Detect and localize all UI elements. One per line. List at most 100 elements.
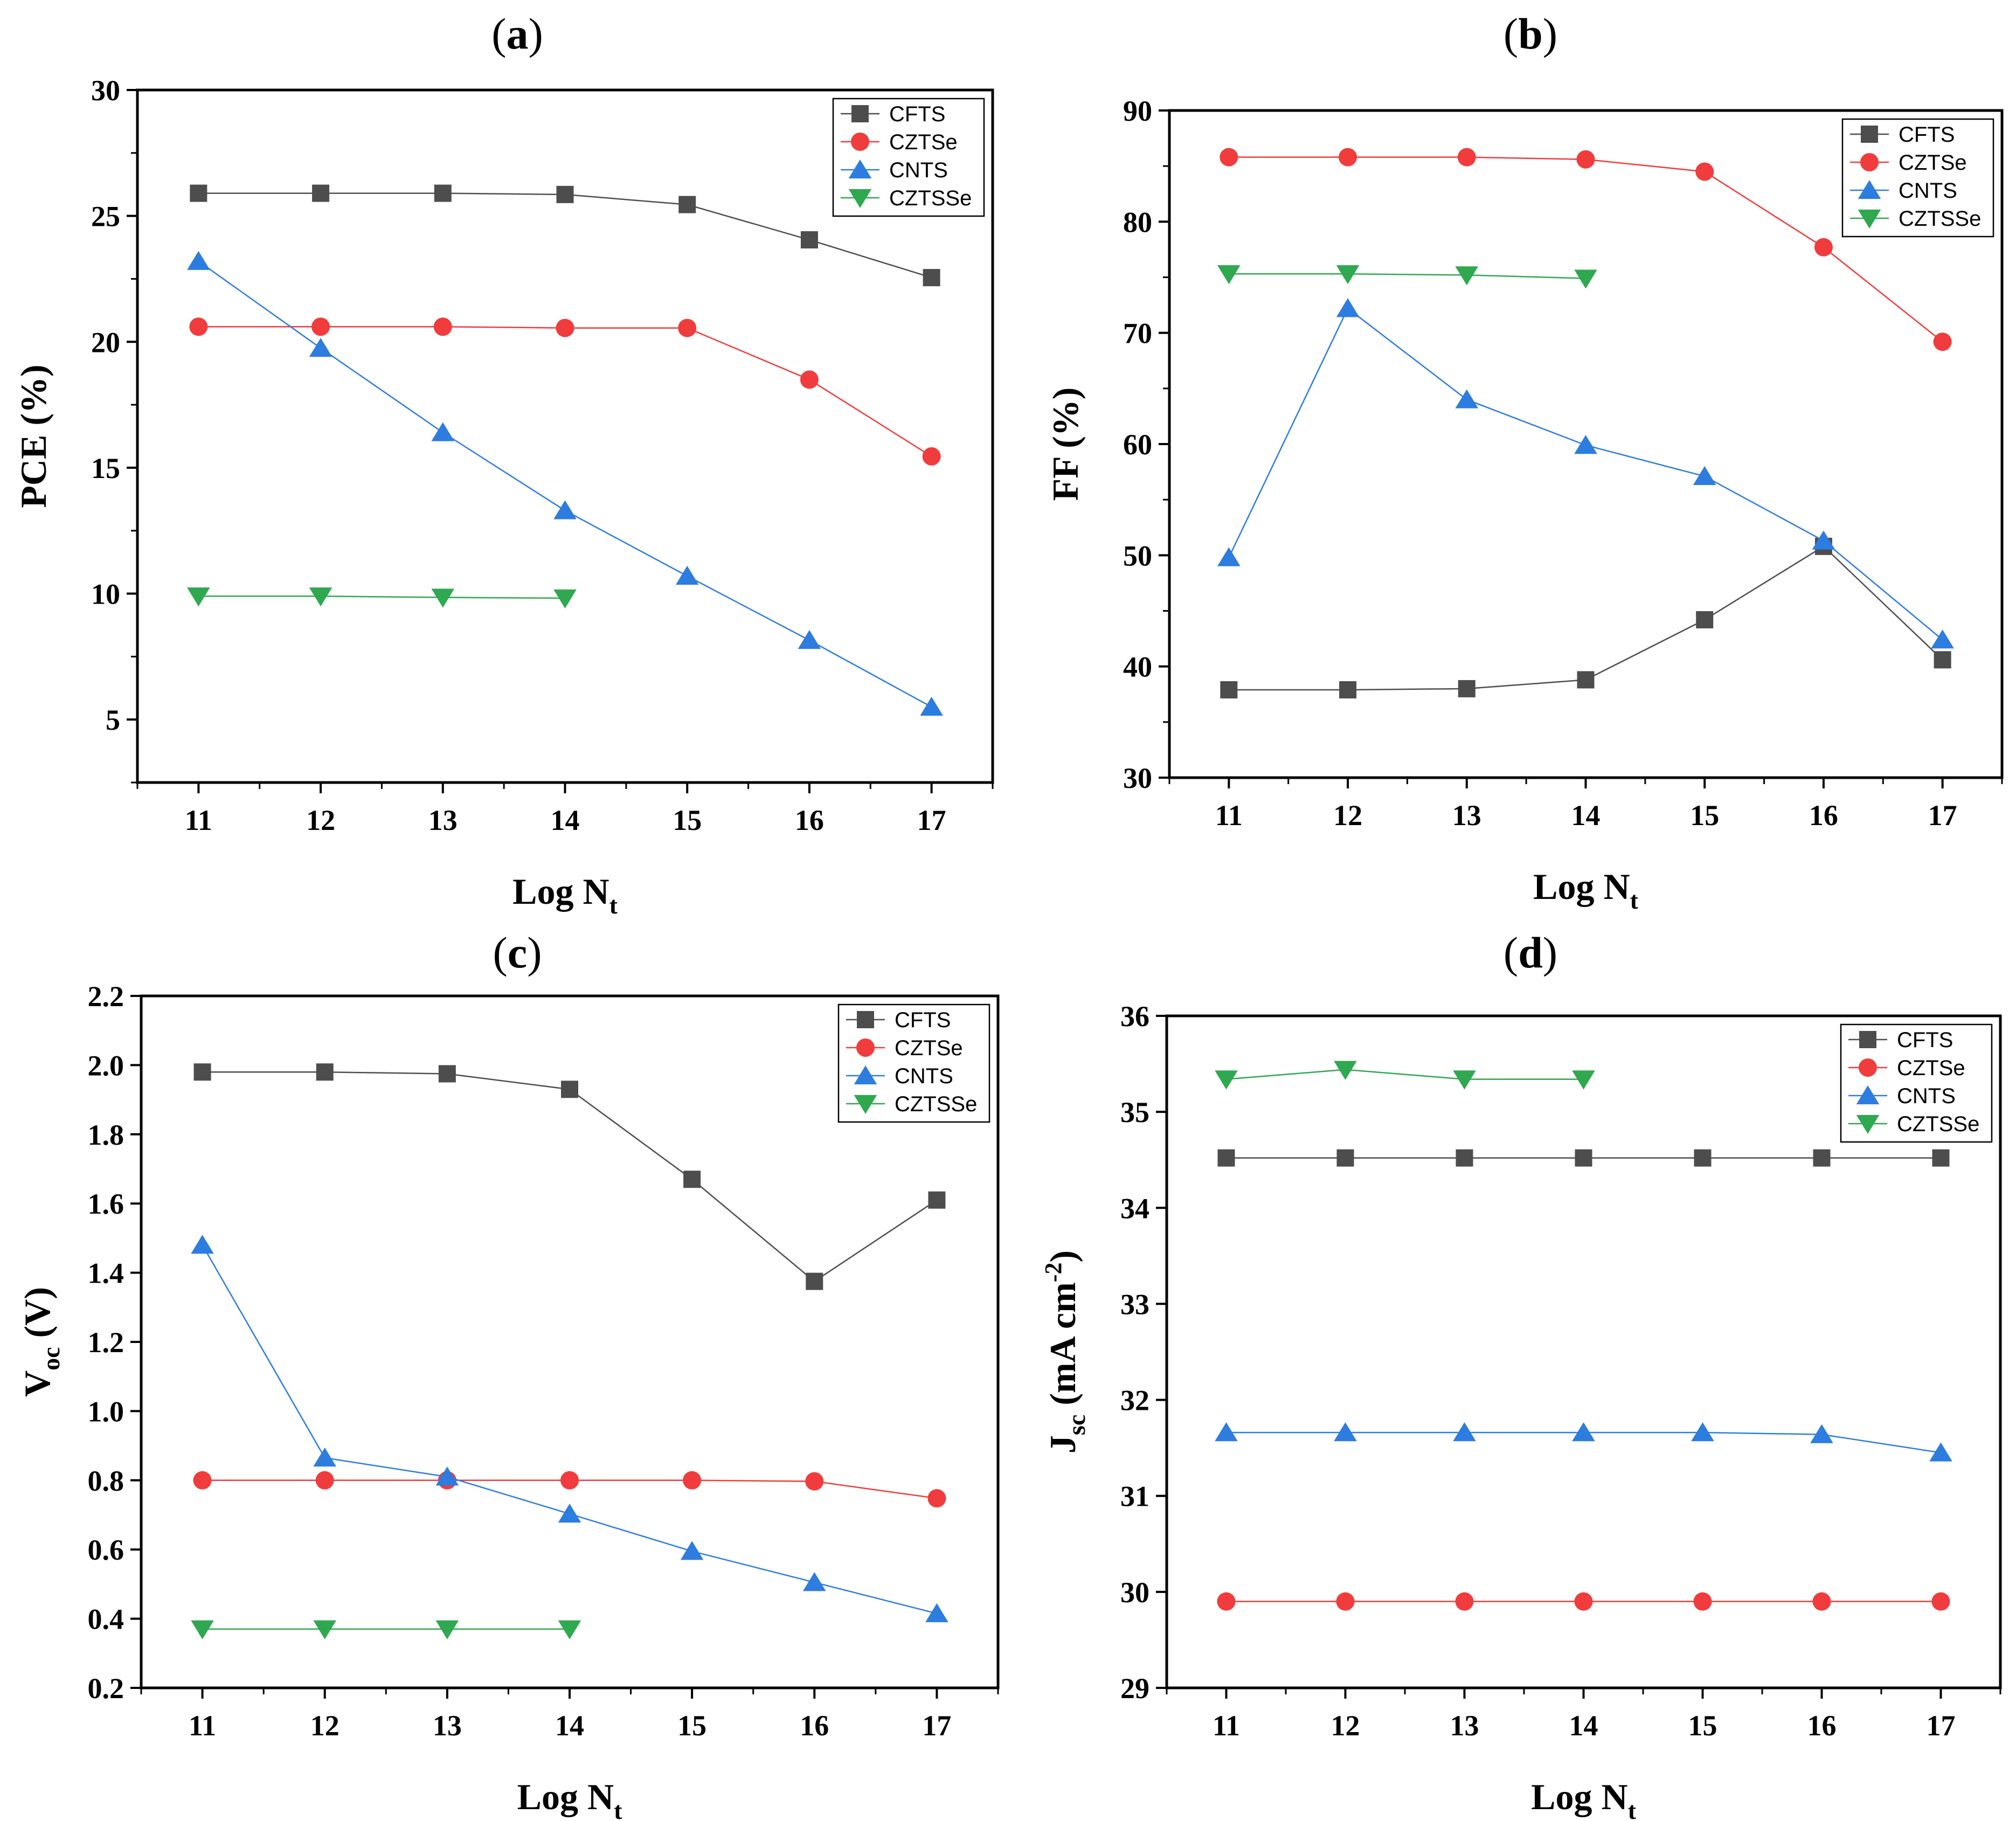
data-point [798, 629, 821, 649]
series-line [1229, 156, 1943, 343]
series-cfts [1220, 537, 1951, 698]
x-tick-label: 11 [189, 1709, 216, 1742]
x-axis-title: Log Nt [512, 871, 618, 919]
x-tick-label: 14 [1569, 1709, 1598, 1742]
data-point [193, 1063, 211, 1081]
series-line [198, 595, 565, 599]
x-tick-label: 14 [555, 1709, 584, 1742]
series-cfts [190, 184, 940, 287]
x-tick-label: 11 [1213, 1709, 1240, 1742]
y-tick-label: 30 [1120, 1576, 1149, 1609]
legend: CFTS CZTSe CNTS CZTSSe [837, 1003, 990, 1123]
data-point [1932, 1149, 1950, 1167]
data-point [1336, 265, 1360, 285]
x-tick-label: 15 [1690, 799, 1719, 832]
data-point [806, 1272, 823, 1290]
data-point [311, 317, 330, 336]
y-axis-title: Voc (V) [17, 1287, 65, 1397]
data-point [1456, 1149, 1473, 1167]
data-point [678, 318, 697, 337]
data-point [309, 337, 332, 357]
x-tick-label: 12 [310, 1709, 340, 1742]
y-tick-label: 30 [1123, 762, 1152, 794]
y-tick-label: 5 [106, 704, 120, 736]
series-cfts [193, 1063, 946, 1290]
data-point [189, 317, 208, 336]
x-tick-label: 12 [1331, 1709, 1360, 1742]
legend: CFTS CZTSe CNTS CZTSSe [1841, 118, 1994, 238]
x-tick-label: 13 [428, 804, 458, 836]
y-tick-label: 0.8 [88, 1465, 124, 1497]
legend-label: CZTSe [895, 1036, 963, 1060]
y-tick-label: 33 [1120, 1288, 1149, 1320]
data-point [1572, 1422, 1595, 1442]
data-point [1455, 266, 1479, 286]
data-point [683, 1171, 701, 1188]
data-point [927, 1489, 946, 1508]
y-tick-label: 2.2 [88, 980, 124, 1013]
data-point [1575, 1149, 1592, 1167]
data-point [558, 1620, 581, 1639]
x-tick-label: 16 [1807, 1709, 1837, 1742]
data-point [556, 185, 574, 203]
x-tick-label: 13 [1452, 799, 1481, 832]
data-point [316, 1063, 334, 1081]
y-tick-label: 0.6 [88, 1534, 124, 1566]
panel-title: (a) [491, 9, 543, 58]
y-tick-label: 20 [91, 326, 120, 358]
chart-panel-c: (c) 11 12 13 14 15 16 17 0.2 0.4 0.6 0.8 1.0 1.2 1.4 1.… [17, 928, 1000, 1821]
y-tick-label: 0.4 [88, 1603, 124, 1636]
x-tick-label: 14 [1571, 799, 1601, 832]
data-point [920, 696, 943, 716]
data-point [1220, 681, 1238, 698]
legend-label: CFTS [1899, 123, 1955, 147]
y-tick-label: 1.6 [88, 1188, 124, 1220]
legend-label: CFTS [895, 1008, 951, 1032]
data-point [191, 1235, 214, 1254]
series-cfts [1217, 1149, 1950, 1167]
legend-label: CZTSe [1897, 1056, 1965, 1080]
x-tick-label: 12 [1333, 799, 1362, 832]
data-point [803, 1572, 826, 1591]
legend-marker [857, 1011, 874, 1028]
legend-label: CZTSSe [889, 186, 972, 210]
x-tick-label: 17 [1927, 1709, 1956, 1742]
legend-label: CZTSSe [1897, 1112, 1979, 1136]
data-point [922, 447, 941, 466]
data-point [193, 1471, 212, 1490]
legend-marker [854, 1095, 877, 1114]
legend-marker [1859, 1031, 1876, 1048]
series-cztse [1220, 148, 1952, 351]
legend-marker [854, 1065, 877, 1085]
data-point [431, 422, 455, 441]
series-line [202, 1244, 937, 1615]
data-point [1577, 671, 1595, 689]
legend-marker [1861, 126, 1878, 143]
data-point [553, 589, 577, 608]
data-point [433, 317, 452, 336]
data-point [1215, 1070, 1238, 1090]
legend: CFTS CZTSe CNTS CZTSSe [832, 98, 985, 217]
data-point [1453, 1070, 1476, 1090]
x-tick-label: 17 [1928, 799, 1957, 832]
data-point [1813, 1149, 1831, 1167]
chart-panel-d: (d) 11 12 13 14 15 16 17 29 30 31 32 33 34 35 36 Log Nt J… [1040, 928, 2002, 1821]
data-point [187, 251, 210, 270]
legend-marker [1856, 1114, 1880, 1134]
data-point [435, 1466, 459, 1486]
data-point [1929, 1442, 1952, 1462]
data-point [928, 1191, 946, 1209]
y-tick-label: 80 [1123, 206, 1152, 238]
legend-marker [856, 1038, 875, 1057]
data-point [800, 231, 818, 249]
legend-label: CZTSe [889, 130, 958, 154]
legend-marker [1858, 209, 1881, 229]
y-tick-label: 35 [1120, 1096, 1149, 1128]
legend-label: CNTS [1899, 179, 1957, 203]
y-axis-title: PCE (%) [13, 364, 54, 508]
data-point [1933, 333, 1952, 351]
data-point [800, 370, 819, 389]
data-point [560, 1471, 579, 1490]
y-tick-label: 40 [1123, 651, 1152, 683]
data-point [1574, 1592, 1593, 1611]
